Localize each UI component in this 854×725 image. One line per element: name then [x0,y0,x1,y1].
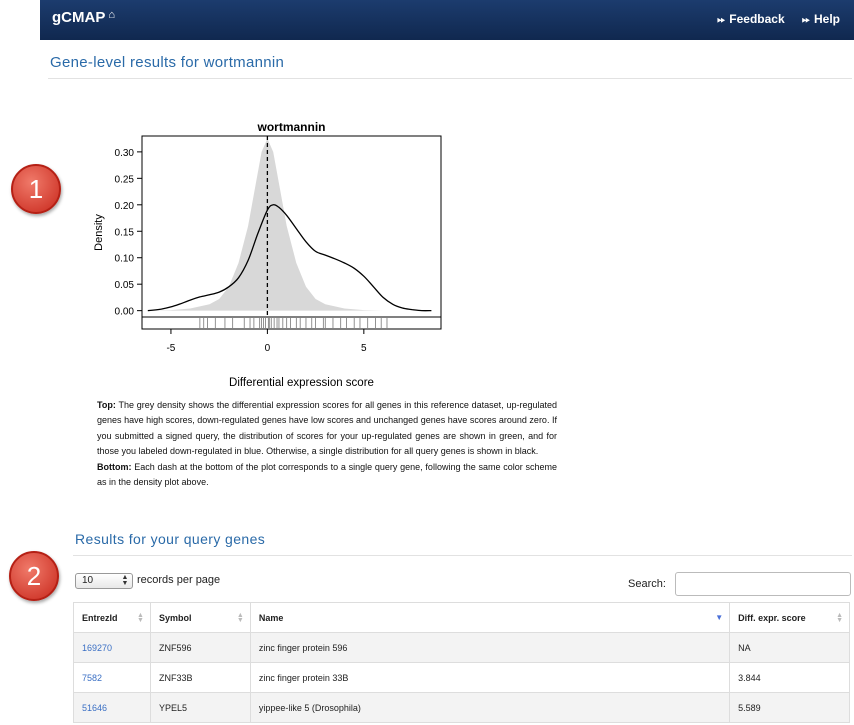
results-table: EntrezId ▲ ▼ Symbol ▲ ▼ Name ▼ Diff. expr. sc… [73,602,850,723]
caption-bottom-label: Bottom: [97,461,132,472]
y-tick-label: 0.05 [115,280,135,291]
symbol-cell: ZNF596 [149,632,251,663]
records-per-page-value: 10 [82,575,94,586]
density-chart: 0.00 0.05 0.10 0.15 0.20 0.25 0.30 -5 0 5 wortmann… [80,112,480,394]
chart-title: wortmannin [257,120,326,134]
section-title: Results for your query genes [75,531,266,547]
y-tick-label: 0.00 [115,307,135,318]
column-header-symbol[interactable]: Symbol ▲ ▼ [149,602,251,633]
spinner-arrows-icon: ▲ ▼ [121,574,129,587]
help-link[interactable]: ⏩︎ Help [802,12,840,26]
records-per-page-label: records per page [137,574,221,586]
entrez-cell: 169270 [73,632,151,663]
x-tick-label: -5 [166,343,175,354]
callout-badge-2: 2 [9,551,59,601]
symbol-cell: YPEL5 [149,692,251,723]
gene-name-cell: zinc finger protein 596 [249,632,731,663]
column-header-label: Symbol [158,612,192,623]
reference-density-area [151,138,384,311]
records-per-page-select[interactable]: 10 ▲ ▼ [75,573,133,589]
x-tick-label: 0 [265,343,271,354]
x-tick-label: 5 [361,343,367,354]
caption-bottom-text: Each dash at the bottom of the plot corr… [97,461,557,488]
y-tick-label: 0.25 [115,174,135,185]
divider [48,78,852,79]
page-title: Gene-level results for wortmannin [50,54,285,71]
home-icon: ⌂ [108,9,115,21]
gene-name-cell: yippee-like 5 (Drosophila) [249,692,731,723]
sort-icon: ▲ ▼ [236,612,244,624]
caption-top-text: The grey density shows the differential … [97,400,557,457]
sort-icon: ▲ ▼ [836,612,843,624]
symbol-cell: ZNF33B [149,662,251,693]
column-header-entrezid[interactable]: EntrezId ▲ ▼ [73,602,151,633]
sort-descending-icon: ▼ [715,613,724,622]
score-cell: NA [729,632,850,663]
gene-name-cell: zinc finger protein 33B [249,662,731,693]
search-label: Search: [628,578,666,590]
column-header-label: Diff. expr. score [738,612,806,623]
rug-frame [141,316,442,330]
chart-caption: Top: The grey density shows the differen… [97,398,557,490]
score-cell: 3.844 [729,662,850,693]
divider [73,555,852,556]
fast-forward-icon: ⏩︎ [801,15,810,26]
table-header-row: EntrezId ▲ ▼ Symbol ▲ ▼ Name ▼ Diff. expr. sc… [73,602,850,633]
y-tick-label: 0.20 [115,201,135,212]
search-input[interactable] [675,572,851,596]
column-header-label: Name [258,612,284,623]
score-cell: 5.589 [729,692,850,723]
entrez-link[interactable]: 169270 [82,642,113,653]
entrez-link[interactable]: 51646 [82,702,108,713]
entrez-cell: 51646 [73,692,151,723]
callout-badge-1: 1 [11,164,61,214]
navbar: gCMAP ⌂ ⏩︎ Feedback ⏩︎ Help [40,0,854,40]
query-density-line [147,204,432,312]
table-row: 7582 ZNF33B zinc finger protein 33B 3.84… [73,662,850,693]
y-axis-label: Density [93,214,105,251]
y-tick-label: 0.10 [115,254,135,265]
fast-forward-icon: ⏩︎ [717,15,726,26]
feedback-link[interactable]: ⏩︎ Feedback [717,12,784,26]
feedback-label: Feedback [729,12,785,26]
sort-icon: ▲ ▼ [137,612,144,624]
entrez-link[interactable]: 7582 [82,672,103,683]
x-axis-label: Differential expression score [229,377,374,389]
column-header-label: EntrezId [82,612,118,623]
column-header-name[interactable]: Name ▼ [249,602,731,633]
y-tick-label: 0.30 [115,148,135,159]
table-row: 51646 YPEL5 yippee-like 5 (Drosophila) 5… [73,692,850,723]
help-label: Help [813,12,840,26]
brand-link[interactable]: gCMAP ⌂ [52,9,115,26]
brand-label: gCMAP [52,9,106,26]
column-header-diff-expr-score[interactable]: Diff. expr. score ▲ ▼ [729,602,850,633]
table-row: 169270 ZNF596 zinc finger protein 596 NA [73,632,850,663]
nav-links: ⏩︎ Feedback ⏩︎ Help [703,12,840,26]
caption-top-label: Top: [97,400,116,410]
y-tick-label: 0.15 [115,227,135,238]
density-plot-svg: 0.00 0.05 0.10 0.15 0.20 0.25 0.30 -5 0 5 wortmann… [93,120,442,389]
entrez-cell: 7582 [73,662,151,693]
